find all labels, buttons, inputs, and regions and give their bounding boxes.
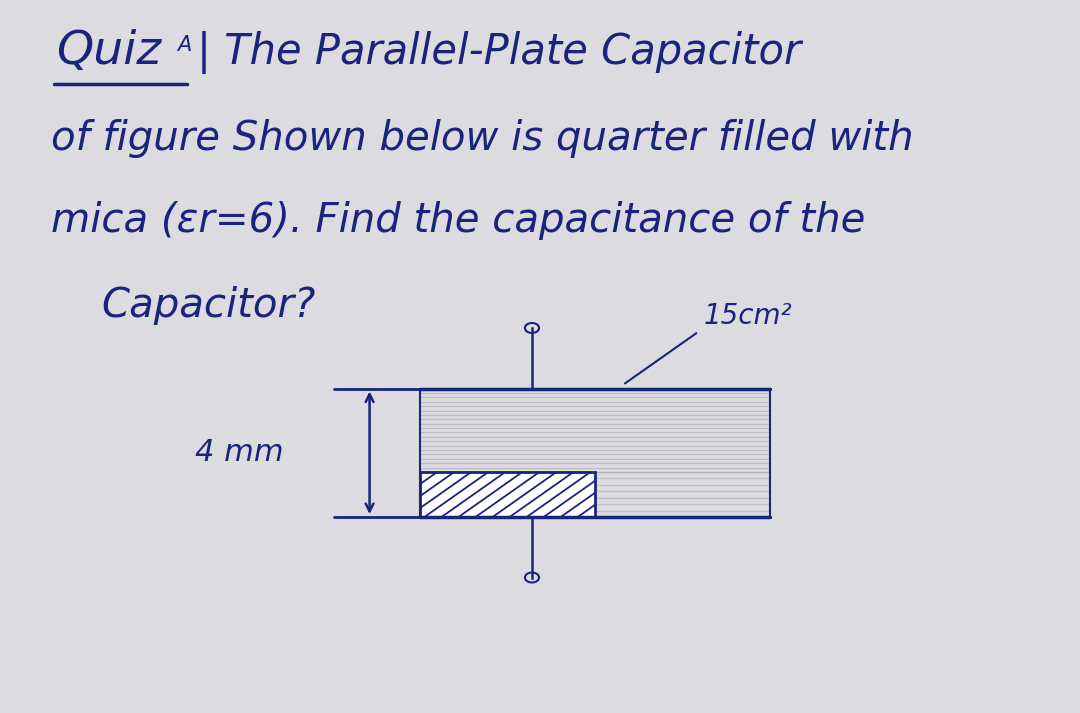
Text: Capacitor?: Capacitor?: [102, 287, 315, 325]
Text: 4 mm: 4 mm: [194, 438, 284, 467]
Text: 15cm²: 15cm²: [704, 302, 793, 330]
Text: A: A: [177, 36, 191, 56]
Text: Quiz: Quiz: [56, 29, 161, 74]
Text: of figure Shown below is quarter filled with: of figure Shown below is quarter filled …: [51, 119, 914, 158]
Text: mica (εr=6). Find the capacitance of the: mica (εr=6). Find the capacitance of the: [51, 201, 865, 240]
Text: | The Parallel-Plate Capacitor: | The Parallel-Plate Capacitor: [198, 31, 801, 74]
Bar: [420, 472, 595, 517]
